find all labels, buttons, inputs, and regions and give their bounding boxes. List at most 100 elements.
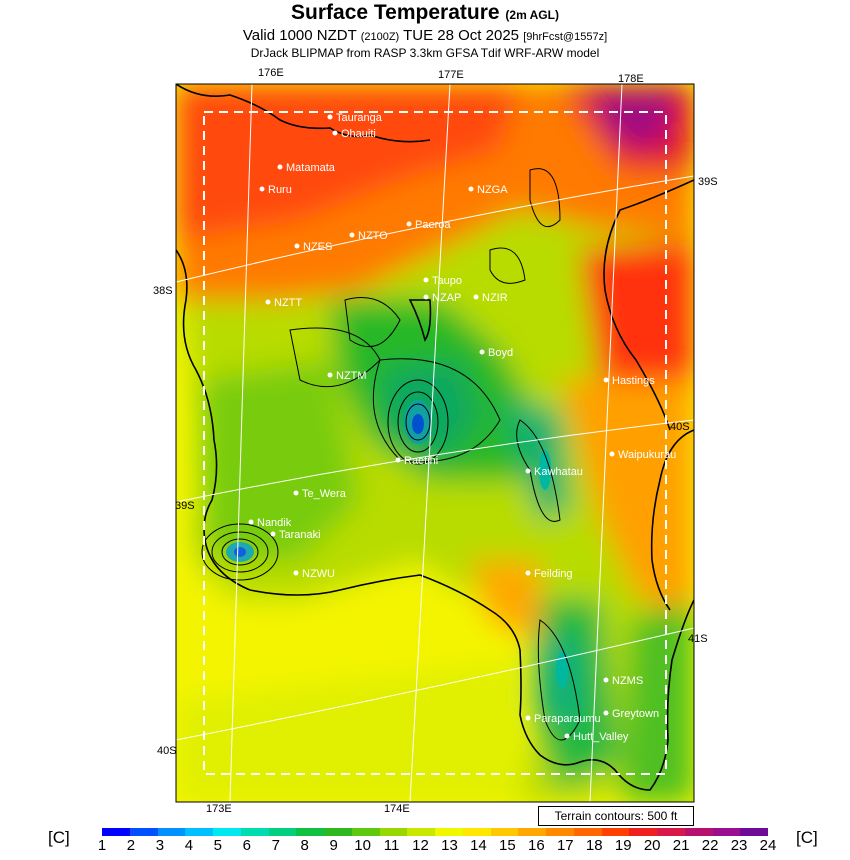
legend-tick-label: 16 xyxy=(528,837,545,854)
legend-swatch xyxy=(740,828,768,836)
legend-swatch xyxy=(129,828,158,836)
legend-swatch xyxy=(296,828,324,836)
place-ruru: Ruru xyxy=(259,184,292,196)
legend-swatch xyxy=(573,828,602,836)
legend-swatch xyxy=(712,828,741,836)
chart-title: Surface Temperature (2m AGL) xyxy=(0,1,850,25)
place-nzga: NZGA xyxy=(468,184,508,196)
place-paraparaumu: Paraparaumu xyxy=(525,713,601,725)
domain-boundary xyxy=(203,111,667,775)
place-label: Kawhatau xyxy=(534,466,583,478)
legend-tick-label: 24 xyxy=(759,837,777,854)
place-label: Feilding xyxy=(534,568,573,580)
place-waipukurau: Waipukurau xyxy=(609,449,676,461)
legend-unit-left: [C] xyxy=(48,828,70,847)
place-boyd: Boyd xyxy=(479,347,513,359)
legend-tick-label: 4 xyxy=(184,837,194,854)
place-tauranga: Tauranga xyxy=(327,112,383,124)
legend-tick-label: 15 xyxy=(499,837,516,854)
legend-tick-label: 3 xyxy=(155,837,165,854)
place-label: Paeroa xyxy=(415,219,451,231)
place-raetihi: Raetihi xyxy=(395,455,438,467)
place-kawhatau: Kawhatau xyxy=(525,466,583,478)
legend-swatch xyxy=(240,828,269,836)
place-label: NZWU xyxy=(302,568,335,580)
legend-unit-right: [C] xyxy=(796,828,818,847)
legend-tick-label: 6 xyxy=(242,837,251,854)
graticule xyxy=(176,84,694,802)
legend-swatch xyxy=(490,828,519,836)
color-legend-ticks: 1 2 3 4 5 6 7 8 9 10 11 12 13 14 15 16 17 18 19 20 21 22 23 24 xyxy=(98,837,777,857)
place-label: Taupo xyxy=(432,275,462,287)
place-label: Hastings xyxy=(612,375,655,387)
place-label: NZIR xyxy=(482,292,508,304)
legend-swatch xyxy=(351,828,380,836)
legend-tick-label: 7 xyxy=(271,837,280,854)
legend-swatch xyxy=(546,828,574,836)
legend-swatch xyxy=(213,828,241,836)
legend-swatch xyxy=(407,828,435,836)
place-nzto: NZTO xyxy=(349,230,388,242)
place-label: Waipukurau xyxy=(618,449,676,461)
legend-tick-label: 10 xyxy=(354,837,371,854)
terrain-contours xyxy=(201,168,581,741)
color-legend-bar xyxy=(102,828,768,836)
place-label: NZMS xyxy=(612,675,643,687)
model-source: DrJack BLIPMAP from RASP 3.3km GFSA Tdif… xyxy=(250,46,600,60)
legend-tick-label: 23 xyxy=(730,837,748,854)
lat-label-39s-right: 39S xyxy=(698,176,718,188)
legend-tick-label: 17 xyxy=(556,837,574,854)
legend-swatch xyxy=(157,828,186,836)
place-paeroa: Paeroa xyxy=(406,219,451,231)
legend-swatch xyxy=(379,828,408,836)
place-label: Taranaki xyxy=(279,529,321,541)
legend-swatch xyxy=(324,828,352,836)
coastline xyxy=(176,84,694,791)
legend-swatch xyxy=(684,828,713,836)
cold-peaks xyxy=(226,400,568,688)
place-label: NZTM xyxy=(336,370,367,382)
terrain-contours-note: Terrain contours: 500 ft xyxy=(538,806,694,826)
place-nandik: Nandik xyxy=(248,517,292,529)
legend-tick-label: 2 xyxy=(126,837,136,854)
map-frame xyxy=(175,83,695,803)
lon-label-176e: 176E xyxy=(258,67,284,79)
place-label: NZTT xyxy=(274,297,302,309)
legend-tick-label: 21 xyxy=(672,837,690,854)
legend-swatch xyxy=(518,828,546,836)
lat-label-40s-right: 40S xyxy=(670,421,690,433)
place-label: Raetihi xyxy=(404,455,438,467)
legend-swatch xyxy=(185,828,213,836)
lon-label-178e: 178E xyxy=(618,73,644,85)
lon-label-177e: 177E xyxy=(438,69,464,81)
place-ohauiti: Ohauiti xyxy=(332,128,376,140)
lat-label-38s: 38S xyxy=(153,285,173,297)
legend-tick-label: 5 xyxy=(213,837,222,854)
place-nztt: NZTT xyxy=(265,297,302,309)
place-nzir: NZIR xyxy=(473,292,508,304)
lat-label-39s-left: 39S xyxy=(175,500,195,512)
legend-swatch xyxy=(268,828,297,836)
place-greytown: Greytown xyxy=(603,708,659,720)
place-nztm: NZTM xyxy=(327,370,367,382)
place-label: Boyd xyxy=(488,347,513,359)
place-label: Greytown xyxy=(612,708,659,720)
map-field xyxy=(176,84,694,802)
place-feilding: Feilding xyxy=(525,568,573,580)
valid-date: TUE 28 Oct 2025 xyxy=(403,27,520,44)
legend-tick-label: 1 xyxy=(97,837,107,854)
place-label: NZGA xyxy=(477,184,508,196)
legend-swatch xyxy=(657,828,685,836)
title-sub: (2m AGL) xyxy=(505,8,559,22)
legend-swatch xyxy=(102,828,130,836)
legend-tick-label: 13 xyxy=(441,837,458,854)
place-label: NZTO xyxy=(358,230,388,242)
place-hastings: Hastings xyxy=(603,375,655,387)
legend-tick-label: 8 xyxy=(300,837,309,854)
valid-time-line: Valid 1000 NZDT (2100Z) TUE 28 Oct 2025 … xyxy=(0,27,850,44)
temperature-shading xyxy=(176,84,694,802)
place-te-wera: Te_Wera xyxy=(293,488,347,500)
valid-prefix: Valid 1000 NZDT xyxy=(242,27,357,44)
place-nzwu: NZWU xyxy=(293,568,335,580)
